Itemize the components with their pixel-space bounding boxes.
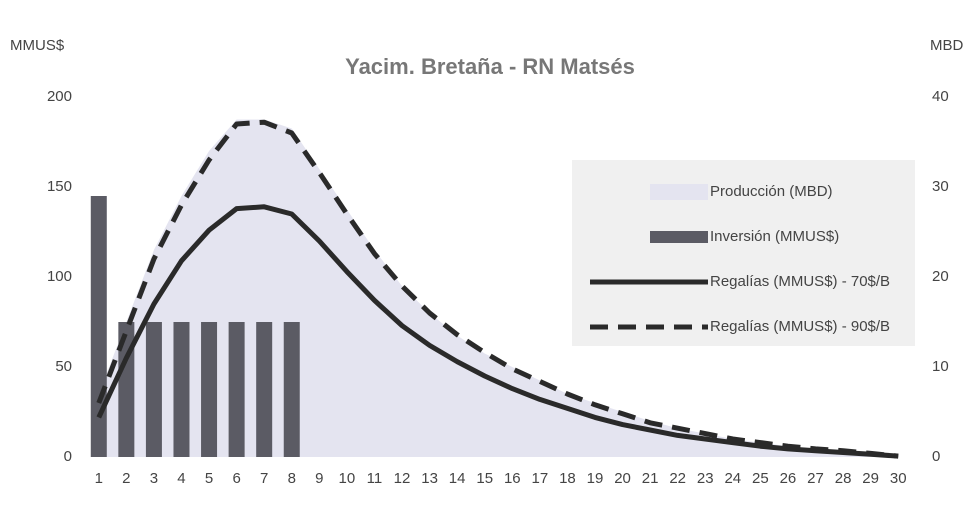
y-axis-label: MMUS$	[10, 37, 65, 54]
x-tick-label: 14	[449, 470, 466, 487]
y-tick-label: 200	[47, 88, 72, 105]
y2-tick-label: 0	[932, 448, 940, 465]
line	[96, 119, 899, 459]
legend-label: Producción (MBD)	[710, 183, 833, 200]
x-tick-label: 3	[150, 470, 158, 487]
x-tick-label: 21	[642, 470, 659, 487]
legend-swatch	[650, 231, 708, 243]
bar	[256, 322, 273, 457]
x-tick-label: 30	[890, 470, 907, 487]
x-tick-label: 11	[367, 470, 383, 487]
x-tick-label: 6	[232, 470, 240, 487]
legend-swatch	[650, 184, 708, 200]
x-tick-label: 28	[835, 470, 852, 487]
x-tick-label: 23	[697, 470, 714, 487]
y-tick-label: 0	[64, 448, 72, 465]
bar	[173, 322, 190, 457]
x-tick-label: 17	[532, 470, 549, 487]
bar	[283, 322, 300, 457]
x-tick-label: 27	[807, 470, 824, 487]
y2-tick-label: 40	[932, 88, 949, 105]
bar	[228, 322, 245, 457]
y-tick-label: 100	[47, 268, 72, 285]
x-tick-label: 19	[587, 470, 604, 487]
x-tick-label: 24	[724, 470, 741, 487]
x-tick-label: 5	[205, 470, 213, 487]
x-tick-label: 7	[260, 470, 268, 487]
x-tick-label: 4	[177, 470, 185, 487]
y-tick-label: 50	[55, 358, 72, 375]
legend-label: Regalías (MMUS$) - 70$/B	[710, 273, 890, 290]
x-tick-label: 29	[862, 470, 879, 487]
x-tick-label: 25	[752, 470, 769, 487]
x-tick-label: 13	[421, 470, 438, 487]
y2-tick-label: 10	[932, 358, 949, 375]
chart-title: Yacim. Bretaña - RN Matsés	[345, 54, 635, 79]
x-tick-label: 26	[780, 470, 797, 487]
x-tick-label: 8	[288, 470, 296, 487]
x-tick-label: 20	[614, 470, 631, 487]
x-tick-label: 12	[394, 470, 411, 487]
x-tick-label: 18	[559, 470, 576, 487]
legend-label: Regalías (MMUS$) - 90$/B	[710, 318, 890, 335]
y2-tick-label: 30	[932, 178, 949, 195]
bar	[90, 196, 107, 457]
y2-axis-label: MBD	[930, 37, 964, 54]
y-tick-label: 150	[47, 178, 72, 195]
x-tick-label: 15	[476, 470, 493, 487]
x-tick-label: 22	[669, 470, 686, 487]
x-tick-label: 9	[315, 470, 323, 487]
bar	[201, 322, 218, 457]
x-tick-label: 1	[95, 470, 103, 487]
line	[96, 204, 899, 459]
x-tick-label: 16	[504, 470, 521, 487]
legend-label: Inversión (MMUS$)	[710, 228, 839, 245]
legend-box	[572, 160, 915, 346]
bar	[118, 322, 135, 457]
x-tick-label: 2	[122, 470, 130, 487]
y2-tick-label: 20	[932, 268, 949, 285]
x-tick-label: 10	[339, 470, 356, 487]
bar	[145, 322, 162, 457]
